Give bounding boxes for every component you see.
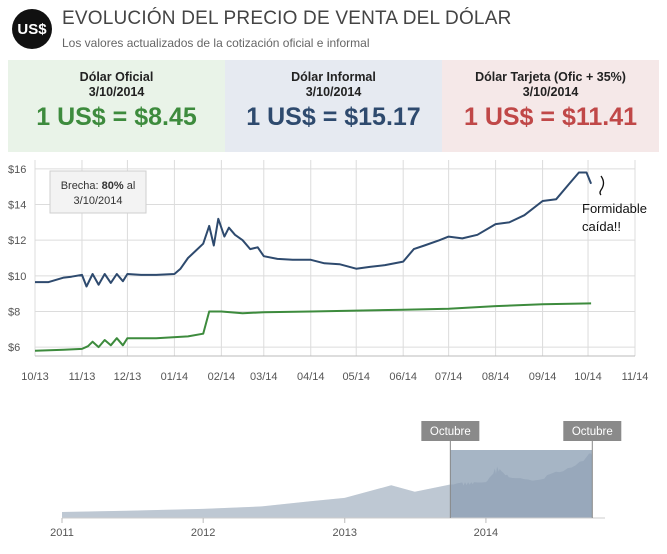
rate-date: 3/10/2014: [305, 85, 362, 99]
x-tick-label: 11/14: [622, 371, 649, 383]
x-tick-label: 07/14: [435, 371, 463, 383]
rate-name: Dólar Tarjeta (Ofic + 35%): [475, 70, 626, 84]
navigator-year-label: 2011: [50, 527, 74, 539]
comment-line2: caída!!: [582, 219, 621, 234]
series-line: [34, 302, 592, 352]
navigator-year-label: 2013: [333, 527, 357, 539]
series-line: [35, 171, 593, 288]
y-tick-label: $6: [8, 342, 20, 354]
navigator-handle-right[interactable]: Octubre: [563, 421, 622, 518]
brecha-prefix: Brecha:: [61, 180, 102, 192]
brecha-suffix: al: [124, 180, 136, 192]
x-tick-label: 05/14: [342, 371, 370, 383]
x-tick-label: 09/14: [529, 371, 557, 383]
rate-box-informal: Dólar Informal 3/10/2014 1 US$ = $15.17: [225, 60, 442, 152]
brecha-box-bg: [49, 170, 147, 214]
y-tick-label: $12: [8, 235, 26, 247]
rate-value: 1 US$ = $11.41: [463, 103, 638, 131]
rate-date: 3/10/2014: [522, 85, 579, 99]
navigator-handle-label: Octubre: [572, 426, 613, 438]
navigator-handle-bg: [563, 421, 622, 441]
y-tick-label: $10: [8, 271, 26, 283]
brecha-text: Brecha: 80% al: [61, 180, 136, 192]
navigator-year-label: 2014: [474, 527, 498, 539]
x-tick-label: 08/14: [482, 371, 510, 383]
range-navigator[interactable]: Octubre Octubre 2011 2012 2013 2014: [50, 421, 622, 539]
rate-date: 3/10/2014: [88, 85, 145, 99]
y-tick-label: $14: [8, 200, 26, 212]
navigator-handle-bg: [421, 421, 480, 441]
x-tick-label: 02/14: [208, 371, 236, 383]
y-tick-label: $16: [8, 164, 26, 176]
navigator-selected-area: [62, 453, 593, 518]
rate-name: Dólar Oficial: [79, 70, 154, 84]
x-tick-label: 03/14: [250, 371, 278, 383]
page-title: EVOLUCIÓN DEL PRECIO DE VENTA DEL DÓLAR: [62, 8, 512, 29]
navigator-year-label: 2012: [191, 527, 215, 539]
page-subtitle: Los valores actualizados de la cotizació…: [62, 36, 370, 50]
rate-box-tarjeta: Dólar Tarjeta (Ofic + 35%) 3/10/2014 1 U…: [442, 60, 659, 152]
main-plot: $6 $8 $10 $12 $14 $16 10/13 11/13 12/13 01/14 02/1…: [8, 160, 648, 383]
brecha-box: Brecha: 80% al3/10/2014: [49, 170, 147, 214]
rate-value: 1 US$ = $15.17: [246, 103, 421, 131]
x-tick-label: 04/14: [297, 371, 325, 383]
x-tick-label: 10/14: [574, 371, 602, 383]
rate-name: Dólar Informal: [291, 70, 376, 84]
comment-bracket: [599, 175, 605, 196]
x-tick-label: 11/13: [69, 371, 96, 383]
x-tick-label: 01/14: [161, 371, 189, 383]
brecha-value: 80%: [102, 180, 124, 192]
navigator-handle-left[interactable]: Octubre: [421, 421, 480, 518]
rate-value: 1 US$ = $8.45: [36, 103, 197, 131]
x-tick-label: 12/13: [114, 371, 142, 383]
brecha-date: 3/10/2014: [74, 195, 123, 207]
comment-line1: Formidable: [582, 201, 647, 216]
header: US$ EVOLUCIÓN DEL PRECIO DE VENTA DEL DÓ…: [0, 0, 667, 58]
rate-boxes: Dólar Oficial 3/10/2014 1 US$ = $8.45 Dó…: [8, 60, 659, 152]
rate-box-oficial: Dólar Oficial 3/10/2014 1 US$ = $8.45: [8, 60, 225, 152]
x-tick-label: 10/13: [21, 371, 49, 383]
navigator-handle-label: Octubre: [430, 426, 471, 438]
logo: US$: [12, 9, 52, 49]
x-tick-label: 06/14: [389, 371, 417, 383]
navigator-selection[interactable]: [450, 450, 593, 518]
price-chart[interactable]: $6 $8 $10 $12 $14 $16 10/13 11/13 12/13 01/14 02/1…: [0, 152, 667, 554]
y-tick-label: $8: [8, 306, 20, 318]
